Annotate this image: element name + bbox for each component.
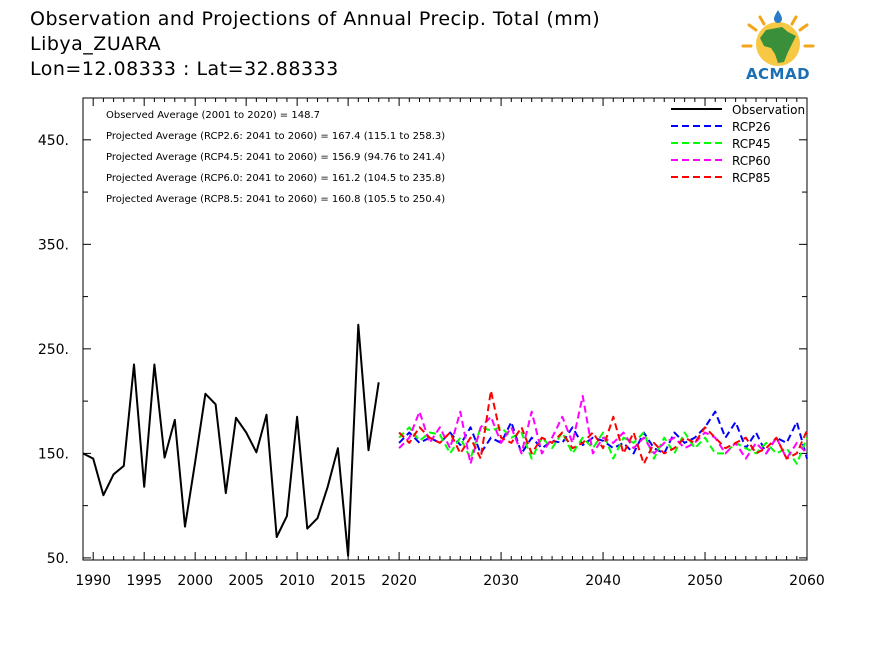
plot-frame	[82, 97, 808, 561]
annotation-line: Projected Average (RCP8.5: 2041 to 2060)…	[106, 194, 445, 205]
x-tick-label: 2040	[585, 573, 621, 589]
annotation-line: Projected Average (RCP2.6: 2041 to 2060)…	[106, 131, 445, 142]
x-tick-label: 2015	[330, 573, 366, 589]
acmad-logo-text: ACMAD	[745, 65, 811, 83]
series-line-rcp85	[398, 389, 808, 465]
legend-label: RCP26	[732, 120, 771, 134]
coordinates: Lon=12.08333 : Lat=32.88333	[30, 58, 339, 80]
series-line-observation	[82, 323, 380, 557]
y-tick-label: 450.	[38, 133, 69, 149]
series-line-rcp26	[398, 410, 808, 459]
y-tick-label: 50.	[47, 551, 69, 567]
legend-label: RCP60	[732, 154, 771, 168]
x-tick-label: 1995	[126, 573, 162, 589]
legend-label: RCP45	[732, 137, 771, 151]
annotation-line: Observed Average (2001 to 2020) = 148.7	[106, 110, 320, 121]
africa-map-sun-icon	[741, 10, 815, 66]
chart-title: Observation and Projections of Annual Pr…	[30, 8, 601, 30]
series-line-rcp60	[398, 394, 808, 465]
x-tick-label: 1990	[75, 573, 111, 589]
x-tick-label: 2020	[381, 573, 417, 589]
x-tick-label: 2060	[789, 573, 825, 589]
y-tick-label: 150.	[38, 446, 69, 462]
y-tick-label: 250.	[38, 342, 69, 358]
series-line-rcp45	[398, 426, 808, 465]
y-tick-label: 350.	[38, 237, 69, 253]
location-name: Libya_ZUARA	[30, 33, 162, 55]
annotation-line: Projected Average (RCP4.5: 2041 to 2060)…	[106, 152, 445, 163]
x-tick-label: 2050	[687, 573, 723, 589]
annotation-line: Projected Average (RCP6.0: 2041 to 2060)…	[106, 173, 445, 184]
x-tick-label: 2005	[228, 573, 264, 589]
legend-label: Observation	[732, 103, 805, 117]
acmad-logo: ACMAD	[738, 8, 818, 84]
x-tick-label: 2030	[483, 573, 519, 589]
x-tick-label: 2010	[279, 573, 315, 589]
legend-label: RCP85	[732, 171, 771, 185]
x-tick-label: 2000	[177, 573, 213, 589]
